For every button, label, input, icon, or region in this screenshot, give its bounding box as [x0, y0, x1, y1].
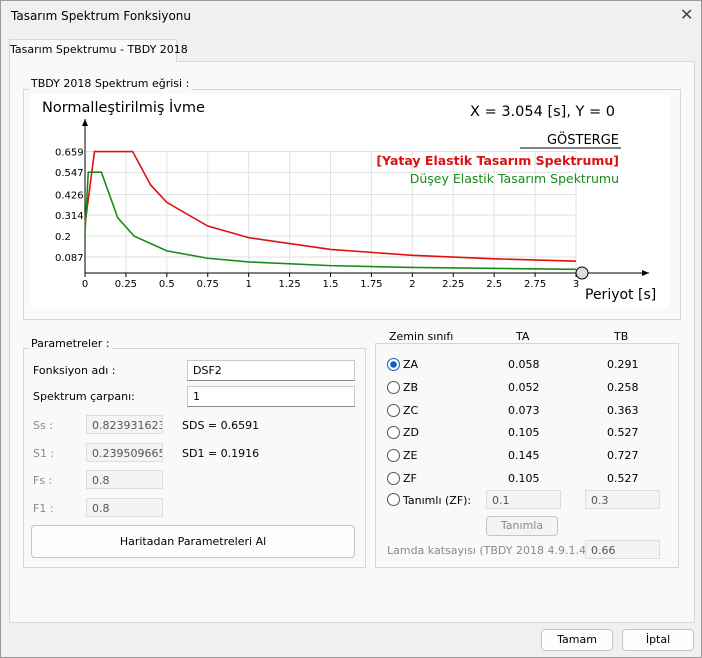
ta-value: 0.105	[508, 472, 540, 485]
x-tick-label: 1.25	[278, 279, 300, 290]
f1-input: 0.8	[86, 498, 163, 517]
y-tick-label: 0.659	[55, 148, 84, 159]
tb-value: 0.727	[607, 449, 639, 463]
soil-class: ZD	[403, 426, 420, 440]
ta-value: 0.052	[508, 380, 540, 394]
soil-class: ZA	[403, 358, 419, 371]
x-tick-label: 2.25	[442, 279, 464, 290]
tb-value: 0.258	[607, 380, 639, 394]
ta-header: TA	[516, 330, 530, 343]
factor-label: Spektrum çarpanı:	[33, 390, 135, 403]
x-tick-label: 0.25	[115, 279, 137, 290]
soil-class: ZF	[403, 472, 417, 485]
chart-group	[23, 89, 681, 320]
define-button: Tanımla	[486, 516, 558, 536]
x-tick-label: 2	[409, 279, 415, 290]
sds-text: SDS = 0.6591	[182, 419, 260, 432]
map-button[interactable]: Haritadan Parametreleri Al	[31, 525, 355, 558]
parameters-group	[23, 348, 366, 568]
soil-class: ZB	[403, 380, 419, 394]
x-tick-label: 1.75	[360, 279, 382, 290]
chart-group-label: TBDY 2018 Spektrum eğrisi :	[29, 77, 192, 90]
radio-soil[interactable]	[387, 426, 400, 440]
y-axis-title: Normalleştirilmiş İvme	[42, 98, 205, 116]
legend-title: GÖSTERGE	[547, 131, 619, 148]
soil-header: Zemin sınıfı	[387, 330, 456, 343]
tb-value: 0.527	[607, 426, 639, 440]
ok-button[interactable]: Tamam	[541, 629, 613, 651]
custom-label: Tanımlı (ZF):	[403, 494, 472, 507]
tb-value: 0.291	[607, 358, 639, 371]
x-tick-label: 1.5	[323, 279, 339, 290]
plot-background	[31, 94, 669, 308]
f1-label: F1 :	[33, 502, 54, 515]
ta-value: 0.058	[508, 358, 540, 371]
x-axis-arrow	[642, 270, 649, 276]
custom-tb-input: 0.3	[585, 490, 660, 509]
tb-value: 0.527	[607, 472, 639, 485]
cursor-marker	[575, 266, 589, 280]
x-axis-title: Periyot [s]	[585, 287, 656, 303]
name-label: Fonksiyon adı :	[33, 364, 116, 377]
close-button[interactable]: ✕	[680, 5, 694, 24]
fs-label: Fs :	[33, 474, 53, 487]
x-tick-label: 2.5	[486, 279, 502, 290]
s1-input: 0.2395096653	[86, 443, 163, 462]
ss-label: Ss :	[33, 419, 53, 432]
soil-group	[375, 343, 679, 568]
factor-input[interactable]: 1	[187, 386, 355, 407]
parameters-label: Parametreler :	[29, 337, 112, 350]
x-tick-label: 0	[82, 279, 88, 290]
chart: 0 0.25 0.5 0.75 1 1.25 1.5 1.75 2 2.25 2.5 2.75 3 0.0…	[31, 94, 669, 308]
y-axis-arrow	[82, 119, 88, 126]
name-input[interactable]: DSF2	[187, 360, 355, 381]
tab[interactable]: Tasarım Spektrumu - TBDY 2018	[9, 39, 188, 62]
sd1-text: SD1 = 0.1916	[182, 447, 260, 460]
y-tick-label: 0.2	[55, 232, 71, 243]
readout: X = 3.054 [s], Y = 0	[470, 104, 615, 120]
ta-value: 0.105	[508, 426, 540, 440]
radio-soil[interactable]	[387, 380, 400, 394]
tb-header: TB	[614, 330, 629, 343]
y-tick-label: 0.314	[55, 211, 84, 222]
tb-value: 0.363	[607, 403, 639, 417]
x-tick-label: 2.75	[524, 279, 546, 290]
legend-entry: [Yatay Elastik Tasarım Spektrumu]	[376, 153, 619, 168]
y-tick-label: 0.547	[55, 168, 84, 179]
lambda-label: Lamda katsayısı (TBDY 2018 4.9.1.4) :	[387, 544, 598, 557]
soil-class: ZE	[403, 449, 418, 463]
s1-label: S1 :	[33, 447, 55, 460]
x-tick-label: 0.5	[159, 279, 175, 290]
x-tick-label: 3	[573, 279, 579, 290]
radio-soil[interactable]	[387, 449, 400, 463]
legend-entry: Düşey Elastik Tasarım Spektrumu	[410, 171, 619, 186]
radio-custom[interactable]	[387, 493, 400, 506]
custom-ta-input: 0.1	[486, 490, 561, 509]
radio-soil[interactable]	[387, 472, 400, 485]
ta-value: 0.145	[508, 449, 540, 463]
radio-soil[interactable]	[387, 358, 400, 371]
ss-input: 0.8239316239	[86, 415, 163, 434]
window-title: Tasarım Spektrum Fonksiyonu	[11, 9, 191, 23]
fs-input: 0.8	[86, 470, 163, 489]
radio-soil[interactable]	[387, 403, 400, 417]
y-tick-label: 0.087	[55, 253, 84, 264]
series-line	[84, 171, 577, 271]
cancel-button[interactable]: İptal	[622, 629, 694, 651]
ta-value: 0.073	[508, 403, 540, 417]
y-tick-label: 0.426	[55, 190, 84, 201]
x-tick-label: 1	[245, 279, 251, 290]
x-tick-label: 0.75	[197, 279, 219, 290]
soil-class: ZC	[403, 403, 419, 417]
series-line	[84, 150, 577, 263]
lambda-input: 0.66	[585, 540, 660, 559]
